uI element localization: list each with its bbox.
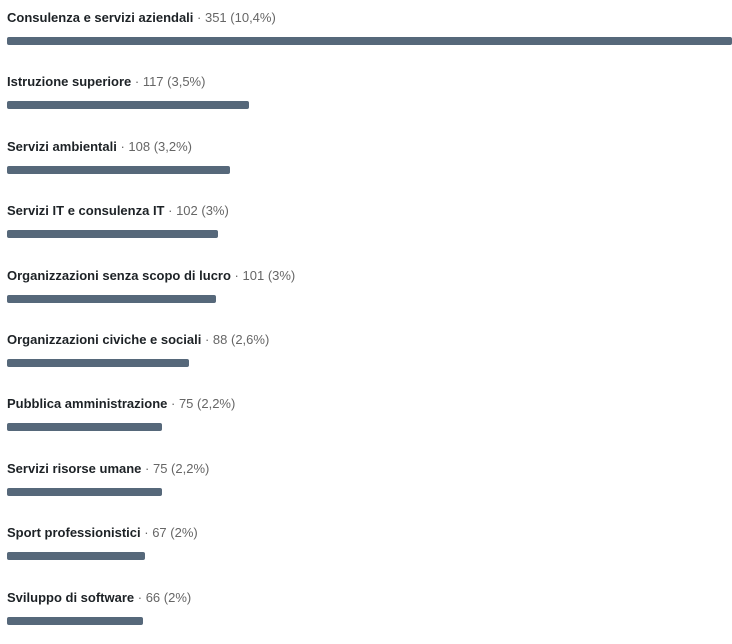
chart-row: Organizzazioni senza scopo di lucro · 10… bbox=[7, 258, 732, 322]
category-label: Servizi risorse umane bbox=[7, 460, 142, 476]
row-label: Organizzazioni civiche e sociali · 88 (2… bbox=[7, 332, 269, 348]
chart-row: Sviluppo di software · 66 (2%) bbox=[7, 580, 732, 644]
chart-row: Servizi risorse umane · 75 (2,2%) bbox=[7, 451, 732, 515]
value-label: 351 bbox=[204, 10, 227, 25]
separator-dot: · bbox=[131, 74, 143, 90]
industry-bar-chart: Consulenza e servizi aziendali · 351 (10… bbox=[7, 0, 732, 644]
category-label: Organizzazioni civiche e sociali bbox=[7, 331, 202, 347]
separator-dot: · bbox=[230, 267, 243, 283]
percent-label: (3%) bbox=[264, 267, 296, 283]
category-label: Pubblica amministrazione bbox=[7, 396, 168, 412]
chart-row: Pubblica amministrazione · 75 (2,2%) bbox=[7, 386, 732, 450]
chart-row: Servizi IT e consulenza IT · 102 (3%) bbox=[7, 193, 732, 257]
bar-track bbox=[7, 423, 732, 432]
row-label: Pubblica amministrazione · 75 (2,2%) bbox=[7, 396, 235, 412]
bar bbox=[7, 165, 230, 174]
separator-dot: · bbox=[167, 396, 179, 412]
separator-dot: · bbox=[193, 10, 205, 25]
percent-label: (2,6%) bbox=[227, 331, 270, 347]
category-label: Istruzione superiore bbox=[7, 74, 132, 90]
bar bbox=[7, 358, 189, 367]
separator-dot: · bbox=[164, 203, 177, 219]
separator-dot: · bbox=[201, 331, 213, 347]
bar bbox=[7, 294, 216, 303]
value-label: 108 bbox=[128, 138, 151, 154]
value-label: 66 bbox=[145, 589, 161, 605]
bar bbox=[7, 101, 249, 110]
chart-row: Servizi ambientali · 108 (3,2%) bbox=[7, 129, 732, 193]
percent-label: (3%) bbox=[197, 203, 229, 219]
value-label: 88 bbox=[212, 331, 228, 347]
chart-row: Sport professionistici · 67 (2%) bbox=[7, 515, 732, 579]
bar-track bbox=[7, 552, 732, 561]
category-label: Servizi IT e consulenza IT bbox=[7, 203, 165, 219]
value-label: 101 bbox=[242, 267, 265, 283]
row-label: Servizi ambientali · 108 (3,2%) bbox=[7, 139, 192, 155]
category-label: Consulenza e servizi aziendali bbox=[7, 10, 194, 25]
bar-track bbox=[7, 37, 732, 45]
percent-label: (2%) bbox=[166, 525, 198, 541]
separator-dot: · bbox=[140, 525, 153, 541]
percent-label: (2,2%) bbox=[167, 460, 210, 476]
bar bbox=[7, 423, 162, 432]
value-label: 67 bbox=[152, 525, 167, 541]
value-label: 102 bbox=[176, 203, 198, 219]
separator-dot: · bbox=[134, 589, 146, 605]
bar-track bbox=[7, 101, 732, 110]
separator-dot: · bbox=[116, 138, 129, 154]
percent-label: (3,2%) bbox=[150, 138, 192, 154]
bar-track bbox=[7, 294, 732, 303]
bar bbox=[7, 487, 162, 496]
chart-row: Organizzazioni civiche e sociali · 88 (2… bbox=[7, 322, 732, 386]
chart-row: Consulenza e servizi aziendali · 351 (10… bbox=[7, 0, 732, 64]
bar-track bbox=[7, 165, 732, 174]
chart-row: Istruzione superiore · 117 (3,5%) bbox=[7, 64, 732, 128]
row-label: Istruzione superiore · 117 (3,5%) bbox=[7, 74, 205, 90]
bar bbox=[7, 230, 218, 239]
value-label: 75 bbox=[152, 460, 168, 476]
bar bbox=[7, 552, 145, 561]
bar-track bbox=[7, 487, 732, 496]
row-label: Consulenza e servizi aziendali · 351 (10… bbox=[7, 10, 276, 26]
category-label: Sviluppo di software bbox=[7, 589, 135, 605]
row-label: Sport professionistici · 67 (2%) bbox=[7, 525, 198, 541]
category-label: Sport professionistici bbox=[7, 525, 141, 541]
row-label: Servizi risorse umane · 75 (2,2%) bbox=[7, 461, 209, 477]
value-label: 75 bbox=[178, 396, 194, 412]
bar bbox=[7, 37, 732, 45]
row-label: Organizzazioni senza scopo di lucro · 10… bbox=[7, 268, 295, 284]
percent-label: (3,5%) bbox=[163, 74, 206, 90]
value-label: 117 bbox=[142, 74, 164, 90]
category-label: Servizi ambientali bbox=[7, 138, 117, 154]
row-label: Sviluppo di software · 66 (2%) bbox=[7, 590, 191, 606]
bar-track bbox=[7, 358, 732, 367]
percent-label: (2,2%) bbox=[193, 396, 236, 412]
percent-label: (10,4%) bbox=[226, 10, 276, 25]
row-label: Servizi IT e consulenza IT · 102 (3%) bbox=[7, 203, 229, 219]
bar-track bbox=[7, 230, 732, 239]
category-label: Organizzazioni senza scopo di lucro bbox=[7, 267, 231, 283]
percent-label: (2%) bbox=[160, 589, 192, 605]
separator-dot: · bbox=[141, 460, 153, 476]
